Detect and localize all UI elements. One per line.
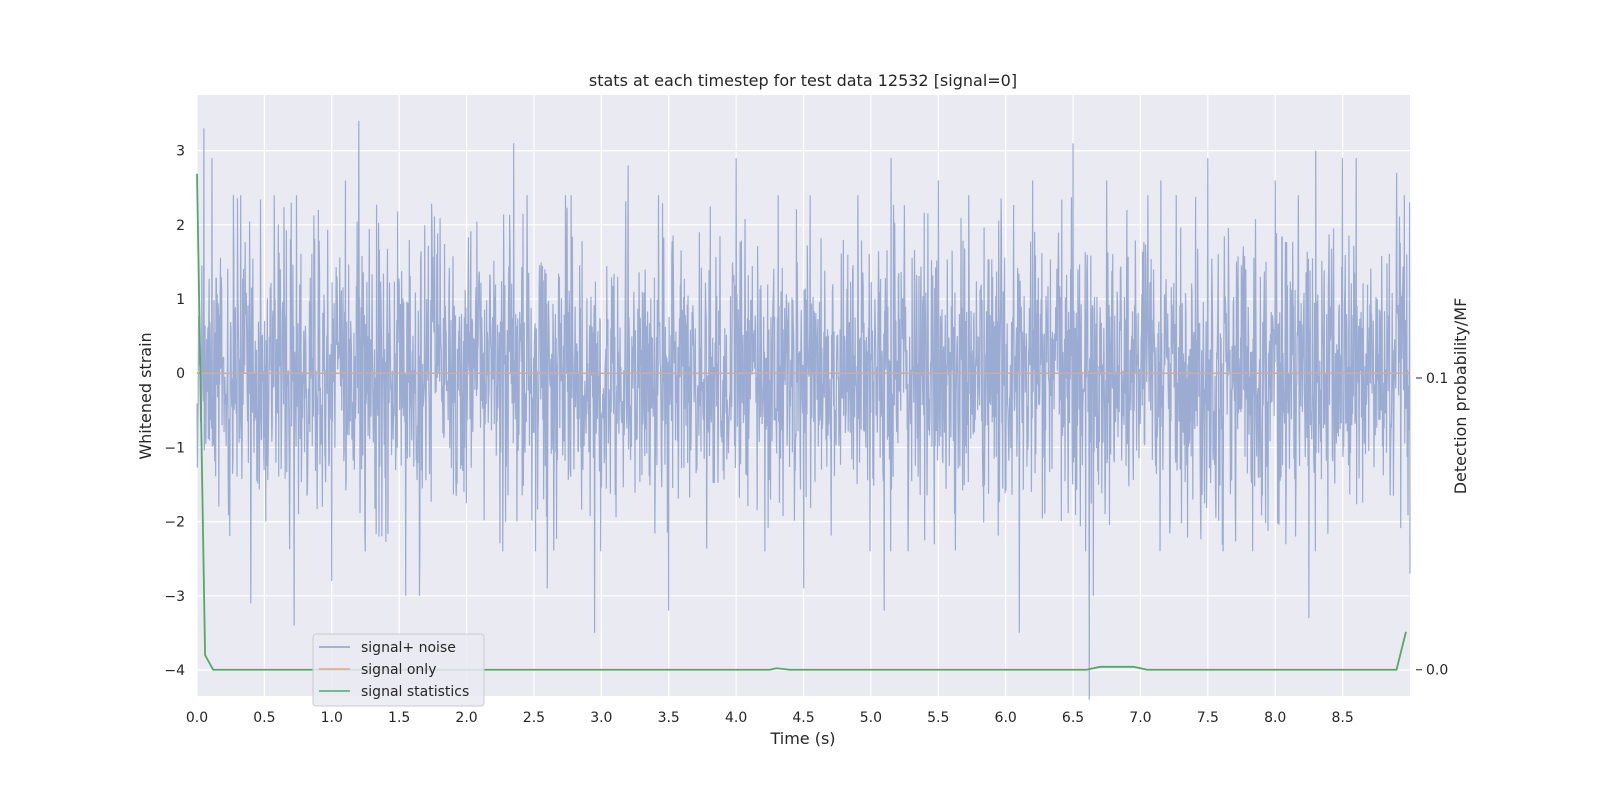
legend-box	[312, 633, 485, 707]
x-tick-label-15: 7.5	[1197, 710, 1219, 726]
y-tick-label-0: 3	[176, 144, 185, 160]
y-axis-ticks: 3 2 1 0 −1 −2 −3 −4	[164, 144, 185, 679]
y2-tick-label-1: 0.0	[1426, 663, 1448, 679]
x-tick-label-0: 0.0	[186, 710, 208, 726]
x-tick-label-2: 1.0	[321, 710, 343, 726]
y-tick-label-6: −3	[164, 589, 185, 605]
y-tick-label-3: 0	[176, 366, 185, 382]
x-tick-label-3: 1.5	[388, 710, 410, 726]
y2-axis-ticks: 0.1 0.0	[1416, 371, 1448, 679]
y-tick-label-2: 1	[176, 292, 185, 308]
x-tick-label-5: 2.5	[523, 710, 545, 726]
x-tick-label-17: 8.5	[1331, 710, 1353, 726]
series-layer	[196, 173, 1410, 671]
x-tick-label-1: 0.5	[253, 710, 275, 726]
x-tick-label-8: 4.0	[725, 710, 747, 726]
y-axis-label: Whitened strain	[136, 332, 155, 459]
x-tick-label-10: 5.0	[860, 710, 882, 726]
x-tick-label-14: 7.0	[1129, 710, 1151, 726]
x-tick-label-11: 5.5	[927, 710, 949, 726]
x-axis-label: Time (s)	[769, 729, 835, 748]
x-tick-label-16: 8.0	[1264, 710, 1286, 726]
legend-label-noise: signal+ noise	[361, 640, 456, 656]
x-tick-label-9: 4.5	[792, 710, 814, 726]
y-tick-label-4: −1	[164, 440, 185, 456]
y-tick-label-7: −4	[164, 663, 185, 679]
x-tick-label-7: 3.5	[658, 710, 680, 726]
series-signal-noise	[196, 120, 1411, 700]
x-axis-ticks: 0.0 0.5 1.0 1.5 2.0 2.5 3.0 3.5 4.0 4.5 5.0 5.5 6.0 6…	[186, 710, 1354, 726]
noise-series	[196, 120, 1411, 700]
x-tick-label-6: 3.0	[590, 710, 612, 726]
legend-label-signal-only: signal only	[361, 662, 436, 678]
y2-axis-label: Detection probability/MF	[1451, 298, 1470, 495]
x-tick-label-13: 6.5	[1062, 710, 1084, 726]
x-tick-label-4: 2.0	[455, 710, 477, 726]
series-signal-statistics	[196, 173, 1407, 671]
chart-title: stats at each timestep for test data 125…	[589, 71, 1017, 90]
legend: signal+ noise signal only signal statist…	[312, 633, 485, 707]
y-tick-label-1: 2	[176, 218, 185, 234]
legend-label-statistics: signal statistics	[361, 684, 469, 700]
y2-tick-label-0: 0.1	[1426, 371, 1448, 387]
x-tick-label-12: 6.0	[995, 710, 1017, 726]
y-tick-label-5: −2	[164, 515, 185, 531]
